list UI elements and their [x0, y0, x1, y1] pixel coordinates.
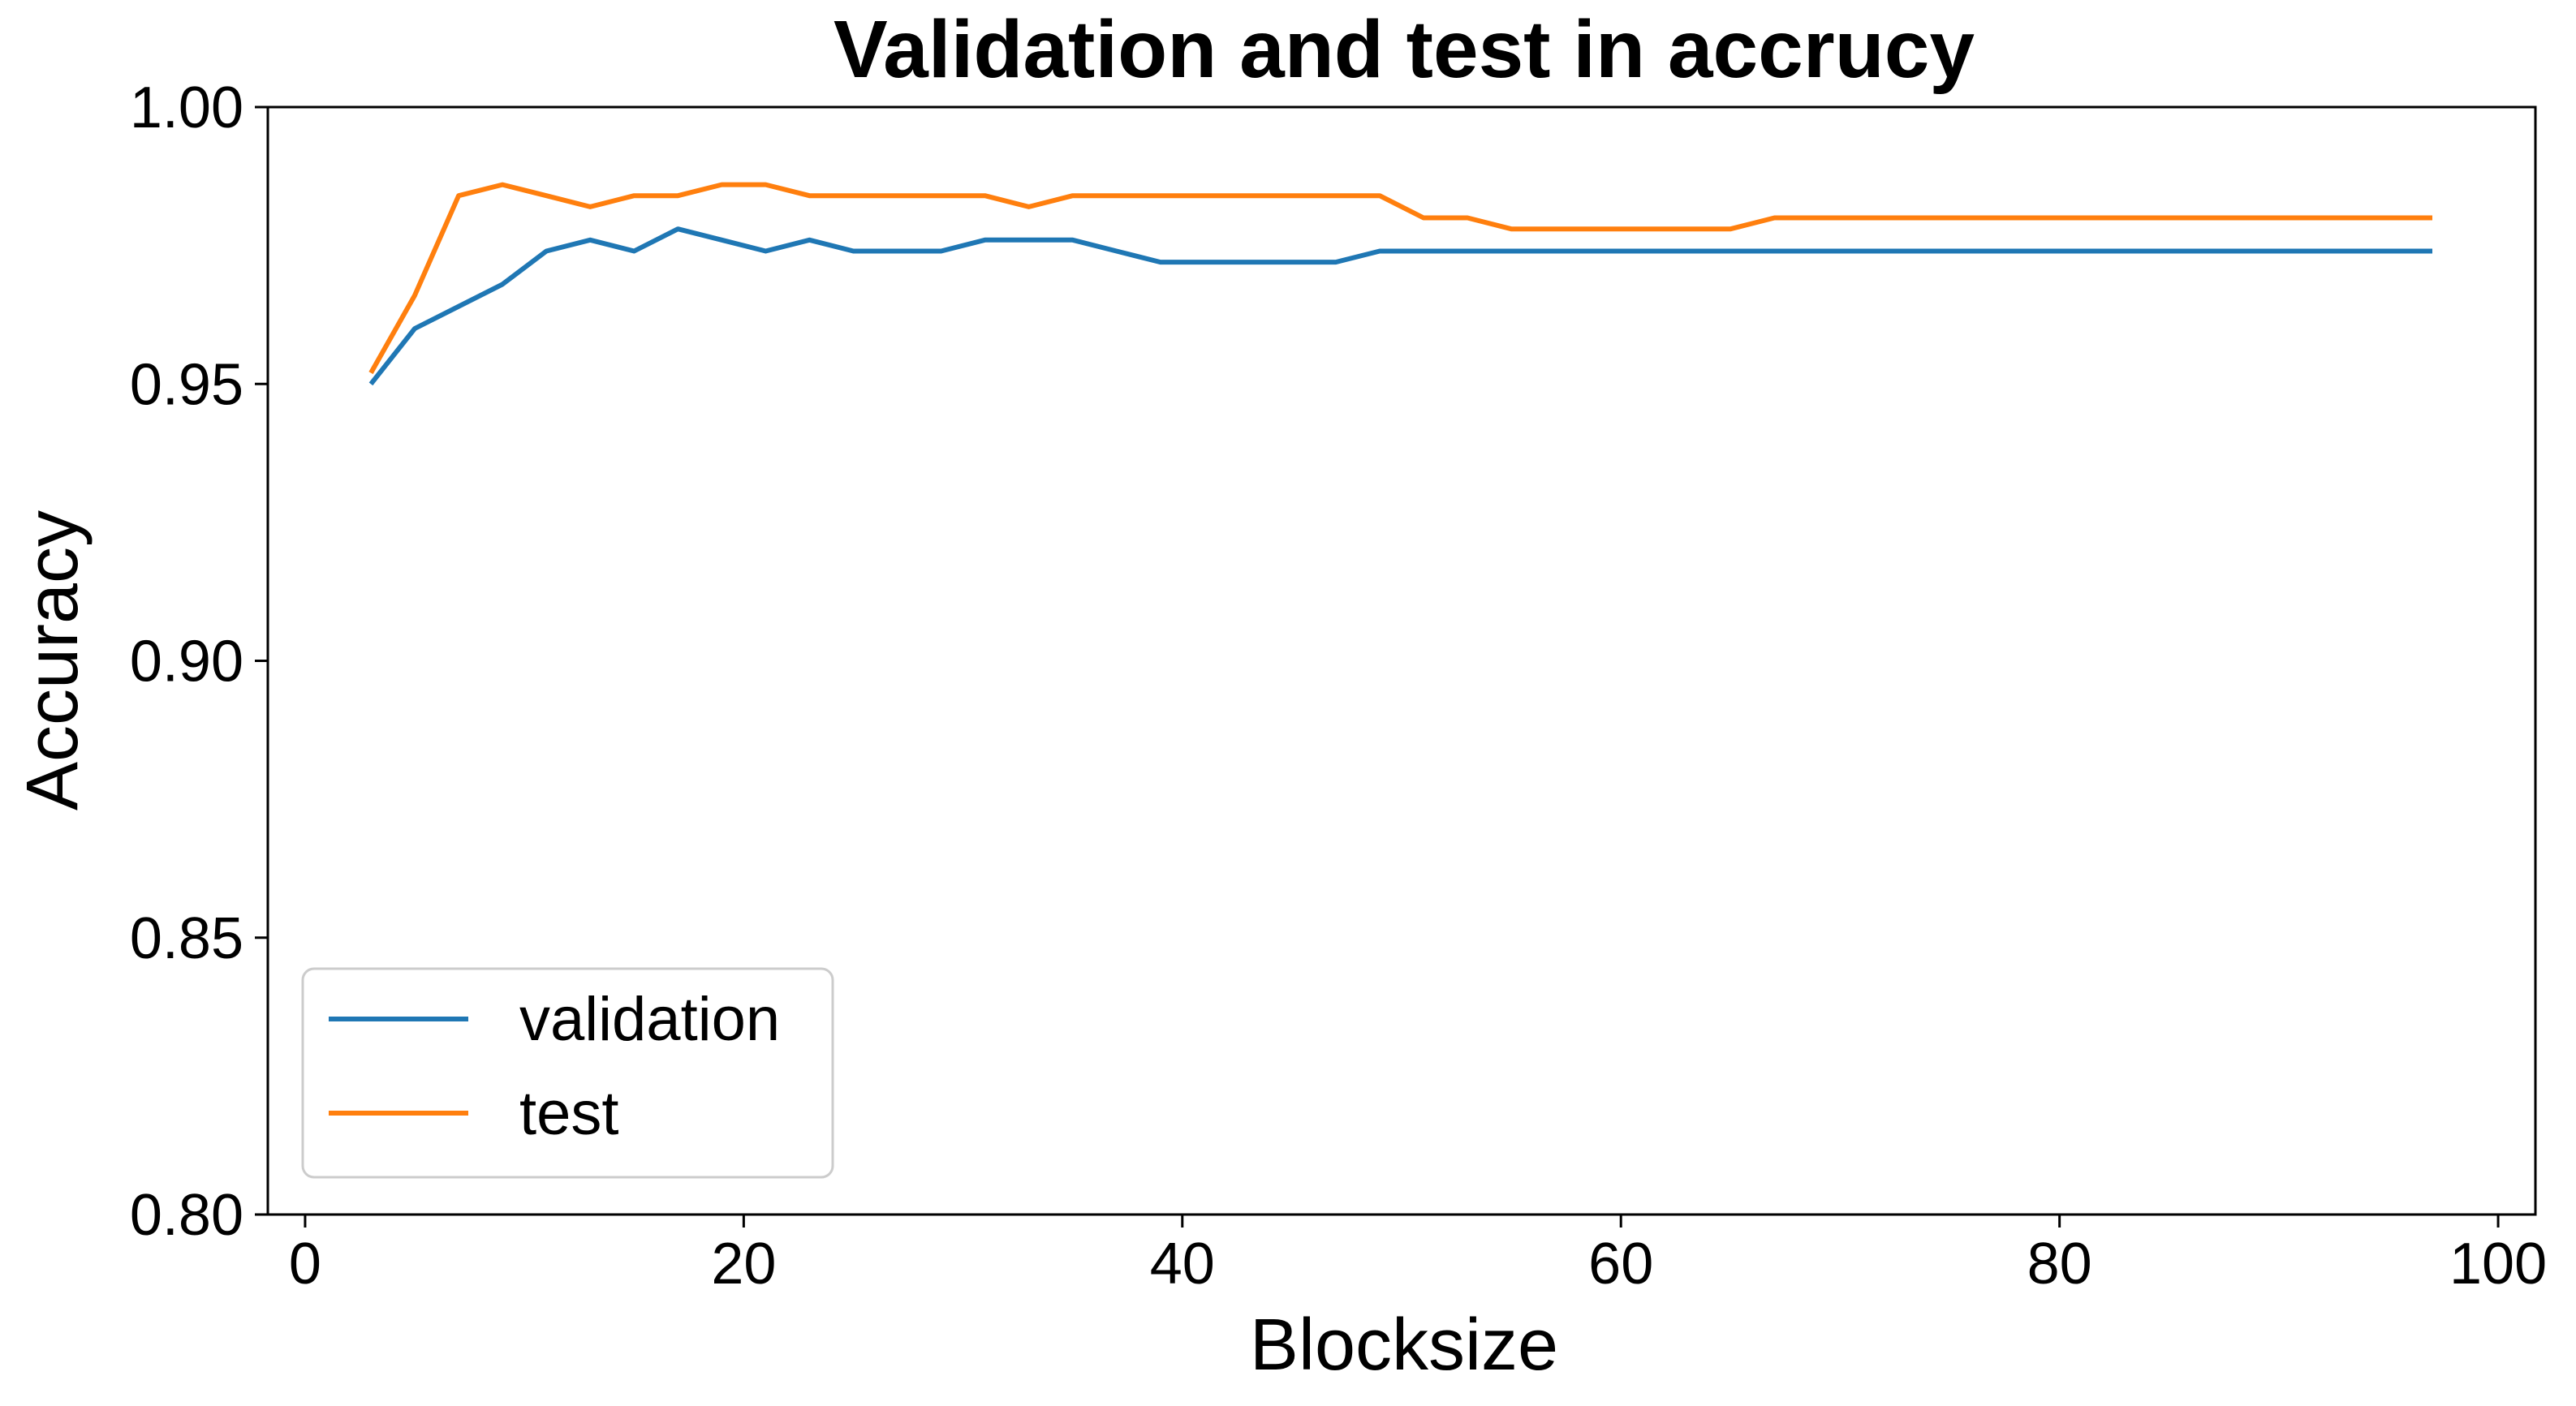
x-tick-label: 80	[2027, 1232, 2092, 1296]
y-axis-label: Accuracy	[12, 510, 93, 810]
x-tick-label: 0	[289, 1232, 321, 1296]
legend: validation test	[301, 967, 834, 1179]
chart-title: Validation and test in accrucy	[834, 4, 1975, 95]
series-line-validation	[368, 226, 2432, 386]
y-tick-label: 0.85	[130, 906, 243, 971]
x-axis-ticks: 0 20 40 60 80 100	[289, 1215, 2547, 1296]
y-axis-ticks: 0.80 0.85 0.90 0.95 1.00	[130, 75, 268, 1248]
y-tick-label: 0.80	[130, 1183, 243, 1248]
legend-label-validation: validation	[519, 985, 780, 1054]
x-tick-label: 20	[711, 1232, 776, 1296]
series-layer	[368, 182, 2432, 386]
y-tick-label: 0.90	[130, 630, 243, 694]
x-tick-label: 100	[2449, 1232, 2547, 1296]
x-tick-label: 60	[1588, 1232, 1653, 1296]
y-tick-label: 1.00	[130, 75, 243, 140]
x-tick-label: 40	[1150, 1232, 1215, 1296]
x-axis-label: Blocksize	[1250, 1305, 1558, 1386]
plot-frame	[266, 105, 2537, 1216]
legend-label-test: test	[519, 1079, 619, 1148]
series-line-test	[368, 182, 2432, 375]
y-tick-label: 0.95	[130, 352, 243, 417]
